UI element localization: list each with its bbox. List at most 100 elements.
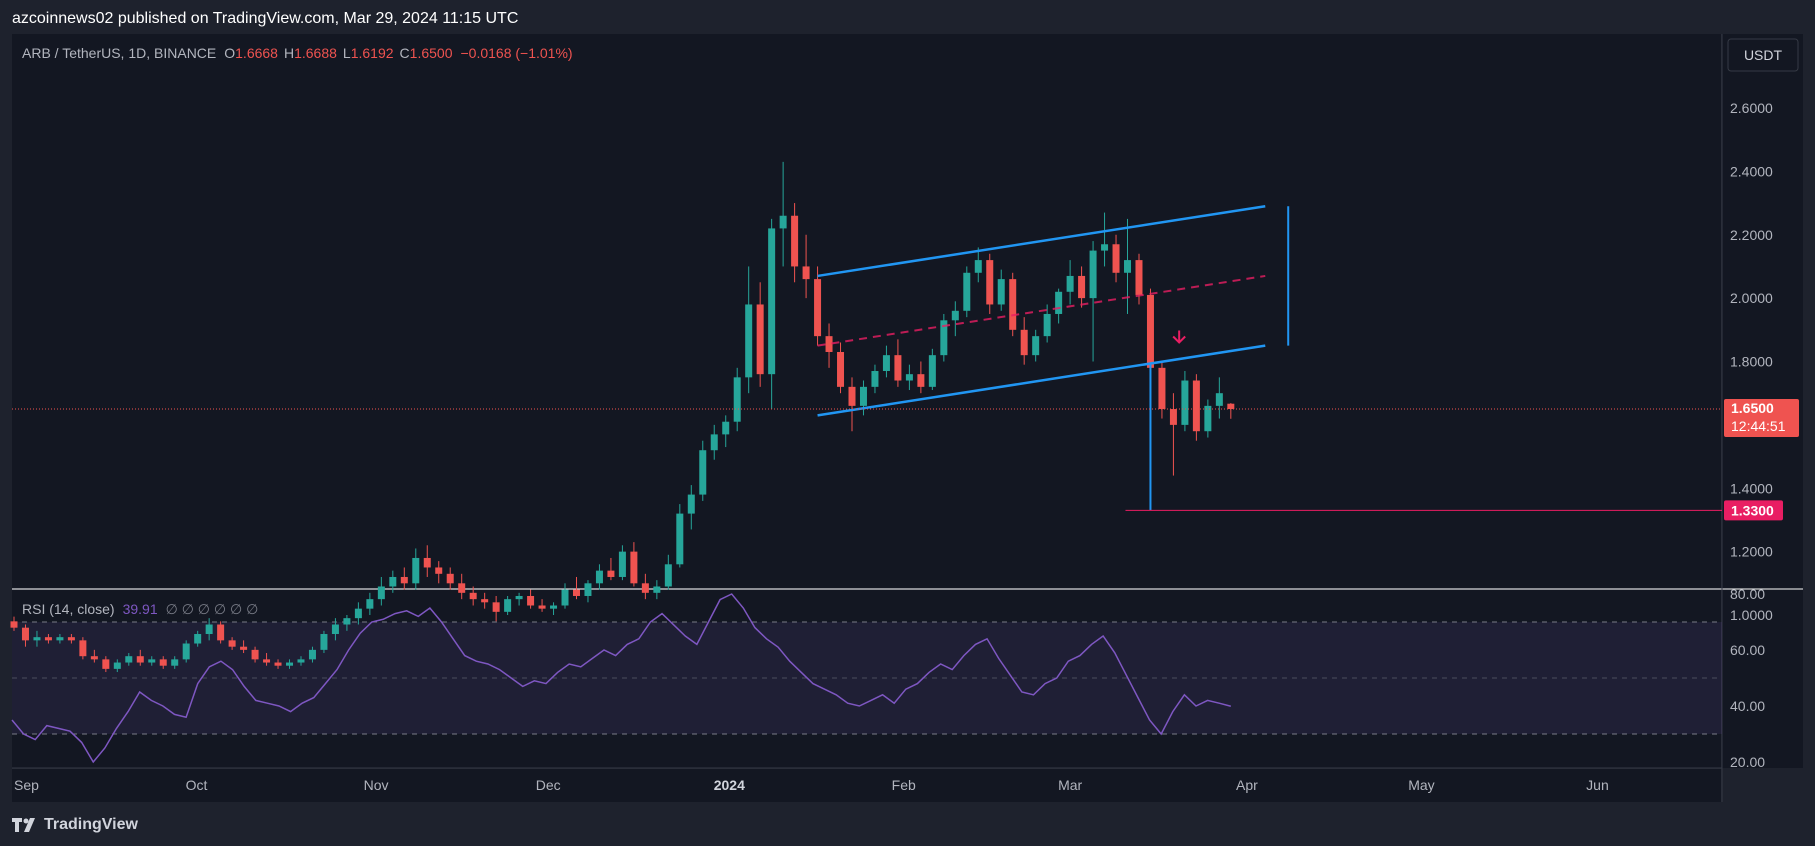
price-tick-label: 1.2000 bbox=[1730, 544, 1773, 560]
candle bbox=[561, 583, 569, 609]
candle-body bbox=[458, 583, 466, 593]
rsi-tick-label: 60.00 bbox=[1730, 642, 1765, 658]
candle bbox=[228, 637, 236, 650]
candle-body bbox=[1169, 409, 1177, 425]
candle-body bbox=[722, 421, 730, 435]
candle bbox=[768, 218, 776, 410]
down-arrow-icon bbox=[1172, 330, 1186, 344]
price-axis-ticks: 2.6000 2.4000 2.2000 2.0000 1.8000 1.4000 1.20… bbox=[1730, 100, 1773, 623]
candle-body bbox=[653, 586, 661, 593]
candle bbox=[469, 586, 477, 606]
candle bbox=[997, 269, 1005, 311]
candle-body bbox=[527, 595, 535, 606]
candle bbox=[148, 656, 156, 666]
channel-upper-line bbox=[817, 204, 1266, 278]
candle bbox=[1066, 260, 1074, 305]
candle-body bbox=[1089, 250, 1097, 299]
candle bbox=[550, 602, 558, 615]
candle bbox=[687, 485, 695, 530]
candle-body bbox=[859, 386, 867, 406]
candle-body bbox=[1055, 291, 1063, 314]
candle bbox=[1169, 393, 1177, 476]
candle-body bbox=[515, 595, 523, 600]
candle-body bbox=[917, 374, 925, 387]
candle-body bbox=[228, 640, 236, 647]
candle-body bbox=[1227, 403, 1235, 410]
candle bbox=[205, 618, 213, 641]
candle-body bbox=[951, 310, 959, 321]
candle bbox=[1181, 371, 1189, 432]
candle bbox=[917, 361, 925, 394]
candle bbox=[1112, 234, 1120, 283]
candle-body bbox=[710, 434, 718, 451]
candle-body bbox=[79, 640, 87, 657]
candle-body bbox=[572, 589, 580, 596]
candle bbox=[67, 634, 75, 644]
currency-button-bg[interactable] bbox=[1727, 38, 1799, 72]
currency-button[interactable]: USDT bbox=[1744, 47, 1783, 63]
candle-body bbox=[1078, 275, 1086, 299]
candle-body bbox=[1192, 380, 1200, 432]
candle-body bbox=[44, 637, 52, 641]
candle bbox=[733, 367, 741, 432]
candle-body bbox=[756, 304, 764, 375]
price-tick-label: 2.2000 bbox=[1730, 227, 1773, 243]
candle-body bbox=[331, 624, 339, 635]
candle bbox=[274, 659, 282, 669]
candle-body bbox=[584, 583, 592, 596]
candle-body bbox=[974, 260, 982, 273]
symbol-legend[interactable]: ARB / TetherUS, 1D, BINANCE O1.6668 H1.668… bbox=[22, 45, 573, 61]
candle bbox=[710, 424, 718, 460]
candle-body bbox=[423, 557, 431, 568]
candle bbox=[1055, 288, 1063, 324]
time-tick-label: May bbox=[1408, 777, 1434, 793]
price-tick-label: 1.0000 bbox=[1730, 607, 1773, 623]
candle-body bbox=[940, 320, 948, 356]
candle bbox=[974, 247, 982, 283]
rsi-pane-bg[interactable] bbox=[12, 590, 1721, 768]
publisher-line: azcoinnews02 published on TradingView.co… bbox=[12, 10, 519, 27]
candle bbox=[286, 659, 294, 669]
candle-body bbox=[676, 513, 684, 565]
candle-body bbox=[194, 634, 202, 644]
candle-body bbox=[1032, 336, 1040, 356]
tradingview-brand: TradingView bbox=[44, 816, 138, 833]
rsi-label: RSI (14, close) bbox=[22, 601, 115, 617]
close-label: C bbox=[400, 45, 410, 61]
change-value: −0.0168 (−1.01%) bbox=[461, 45, 573, 61]
candle-body bbox=[263, 659, 271, 663]
candle-body bbox=[687, 494, 695, 514]
open-value: 1.6668 bbox=[235, 45, 278, 61]
candle bbox=[366, 592, 374, 615]
candle bbox=[1009, 272, 1017, 337]
candle-body bbox=[182, 643, 190, 660]
time-tick-label: Mar bbox=[1058, 777, 1082, 793]
candle-body bbox=[136, 656, 144, 663]
candle-body bbox=[205, 624, 213, 635]
candle-body bbox=[1020, 329, 1028, 356]
candle-body bbox=[343, 618, 351, 625]
candle bbox=[240, 640, 248, 654]
candle bbox=[699, 440, 707, 501]
rsi-tick-label: 40.00 bbox=[1730, 698, 1765, 714]
candle-body bbox=[814, 279, 822, 337]
candle-body bbox=[1204, 405, 1212, 432]
price-tick-label: 1.8000 bbox=[1730, 354, 1773, 370]
candle-body bbox=[67, 637, 75, 641]
candle-body bbox=[837, 351, 845, 387]
high-label: H bbox=[284, 45, 294, 61]
tradingview-logo[interactable]: TradingView bbox=[12, 815, 138, 835]
candle-body bbox=[538, 605, 546, 609]
candle-body bbox=[389, 576, 397, 587]
main-pane-bg[interactable] bbox=[12, 34, 1721, 588]
candle-body bbox=[641, 583, 649, 593]
close-value: 1.6500 bbox=[410, 45, 453, 61]
rsi-group bbox=[11, 593, 1232, 764]
candle-body bbox=[871, 371, 879, 387]
candle bbox=[676, 504, 684, 568]
time-scale-bg[interactable] bbox=[12, 769, 1721, 802]
candle bbox=[595, 564, 603, 590]
rsi-tick-label: 20.00 bbox=[1730, 754, 1765, 770]
rsi-legend[interactable]: RSI (14, close) 39.91 ∅ ∅ ∅ ∅ ∅ ∅ bbox=[22, 601, 258, 617]
